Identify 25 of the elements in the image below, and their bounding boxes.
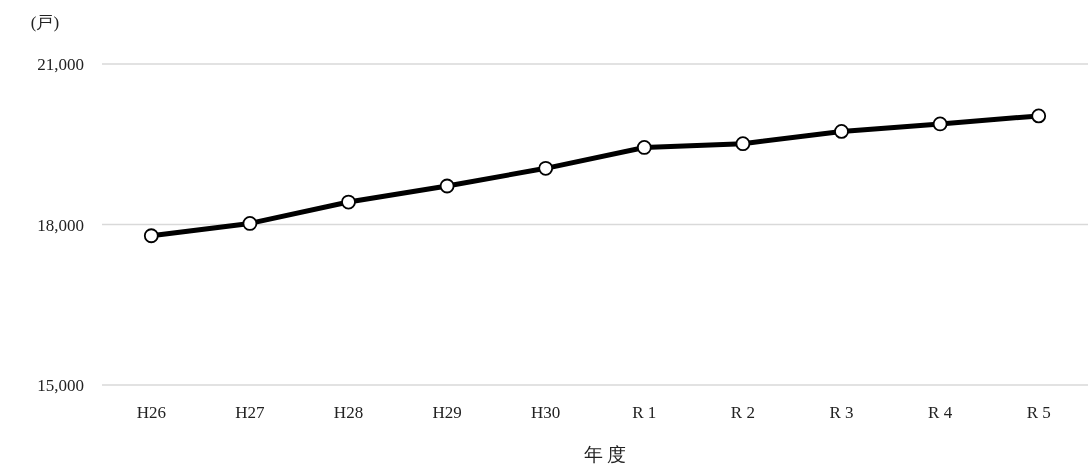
y-axis-title: (戸) bbox=[30, 13, 60, 32]
point bbox=[834, 124, 849, 139]
point bbox=[242, 216, 258, 231]
point bbox=[1031, 108, 1047, 124]
x-axis-title: 年 度 bbox=[583, 444, 627, 465]
point bbox=[636, 140, 652, 155]
x-tick-label: H26 bbox=[136, 403, 166, 422]
x-tick-label: R 1 bbox=[632, 403, 657, 422]
point bbox=[439, 178, 455, 194]
point bbox=[143, 228, 159, 244]
y-tick-label: 21,000 bbox=[37, 55, 84, 74]
point bbox=[341, 194, 356, 210]
x-tick-label: H30 bbox=[531, 403, 561, 422]
x-tick-label: R 5 bbox=[1026, 403, 1051, 422]
point bbox=[538, 160, 554, 176]
x-tick-label: H27 bbox=[235, 403, 266, 422]
x-tick-label: R 2 bbox=[730, 403, 755, 422]
x-tick-label: H29 bbox=[432, 403, 462, 422]
y-tick-label: 18,000 bbox=[37, 215, 84, 235]
x-tick-label: R 3 bbox=[829, 403, 854, 422]
x-tick-label: H28 bbox=[333, 403, 364, 422]
point bbox=[932, 116, 948, 132]
x-tick-label: R 4 bbox=[928, 403, 953, 422]
point bbox=[735, 136, 751, 152]
y-tick-label: 15,000 bbox=[37, 376, 84, 395]
